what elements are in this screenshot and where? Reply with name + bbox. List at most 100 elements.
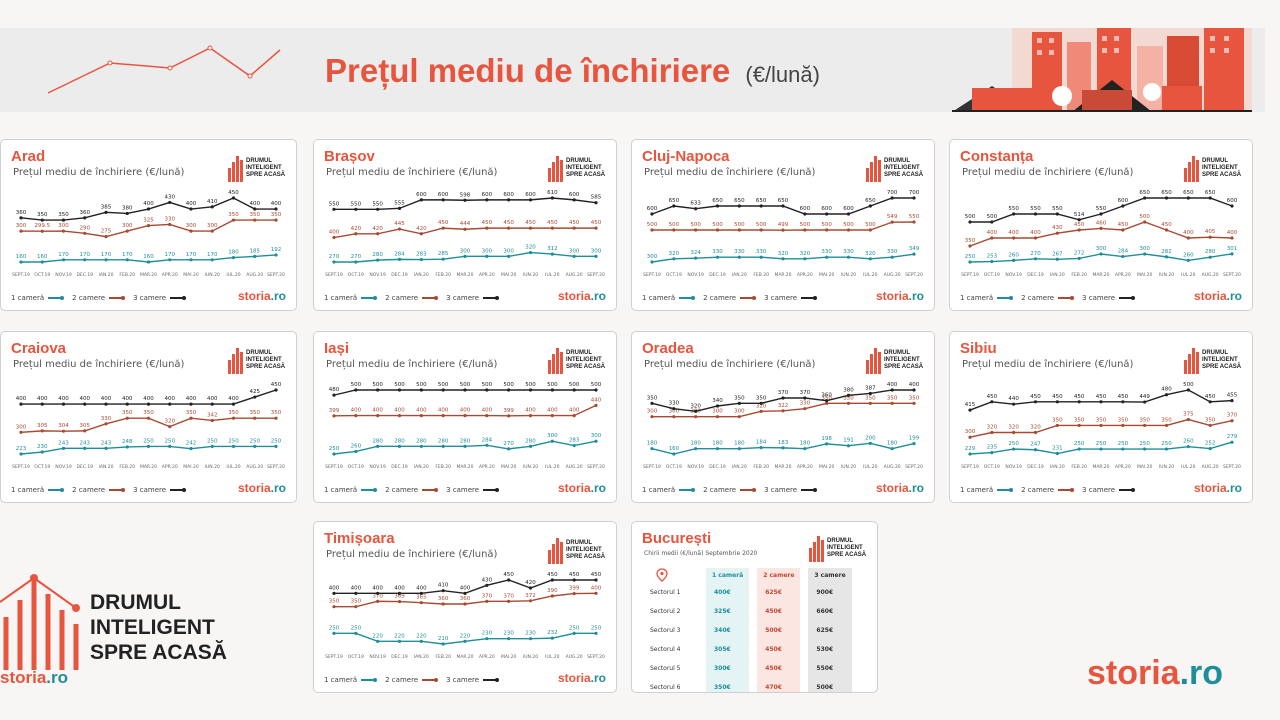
data-label: 500 [482,382,493,388]
data-point [332,260,336,264]
data-point [354,260,358,264]
city-card-oradea: Oradea Prețul mediu de închiriere (€/lună… [631,331,935,503]
data-label: 170 [207,252,218,258]
data-label: 420 [525,580,536,586]
table-cell: 530€ [808,640,852,659]
line-chart: 250 260 280 280 280 280 280 284 270 280 300 283 300 3… [325,382,605,470]
data-point [419,639,423,643]
legend-dot-1 [373,488,378,492]
data-point [715,415,720,419]
data-label: 250 [329,625,340,631]
data-label: 410 [438,583,449,589]
data-point [990,400,994,404]
data-point [19,452,23,456]
data-label: 500 [416,382,427,388]
data-point [672,407,676,411]
data-point [354,388,358,392]
data-label: 450 [1096,394,1107,400]
logo-line-1: DRUMUL [566,350,592,356]
data-label: 250 [1161,441,1172,447]
data-point [332,605,336,609]
data-label: 390 [547,588,558,594]
data-point [332,414,336,418]
storia-logo: storia.ro [237,481,286,495]
data-label: 350 [1052,417,1063,423]
data-point [210,205,214,209]
data-point [274,218,278,222]
data-label: 350 [734,395,745,401]
data-label: 350 [143,410,154,416]
x-tick-label: SEPT.20 [587,464,605,470]
legend-label-1: 1 cameră [960,294,994,302]
legend-label-1: 1 cameră [324,676,358,684]
data-point [1143,447,1147,451]
data-point [274,444,278,448]
data-point [83,446,87,450]
data-label: 399 [503,408,514,414]
data-point [868,228,872,232]
logo-line-1: DRUMUL [246,158,272,164]
data-label: 350 [1074,417,1085,423]
data-point [146,260,151,264]
data-label: 170 [122,252,133,258]
legend-dot-1 [691,488,696,492]
data-point [397,444,402,448]
data-point [397,639,402,643]
data-label: 450 [271,382,282,388]
data-label: 400 [416,585,427,591]
data-label: 180 [647,441,658,447]
data-point [968,435,972,439]
data-label: 400 [250,201,261,207]
x-tick-label: APR.20 [1115,464,1131,470]
data-point [737,204,741,208]
table-cell: 450€ [757,659,801,678]
legend-dot-3 [495,488,500,492]
data-point [1186,236,1190,240]
data-label: 170 [58,252,69,258]
data-label: 450 [1118,222,1129,228]
data-point [890,255,894,259]
data-point [419,601,423,605]
legend-swatch-2 [1058,297,1073,299]
data-point [463,388,467,392]
legend-dot-2 [752,296,757,300]
data-point [572,414,576,418]
data-point [1208,423,1212,428]
x-tick-label: MAR.20 [774,464,791,470]
x-tick-label: SEPT.19 [961,464,979,470]
row-label: Sectorul 6 [650,684,681,691]
data-label: 365 [416,595,427,601]
data-point [672,415,676,419]
logo-line-1: DRUMUL [566,540,592,546]
data-label: 450 [228,190,239,196]
data-label: 550 [1008,206,1019,212]
data-point [968,244,972,248]
data-label: 450 [1118,394,1129,400]
city-card-constanta: Constanța Prețul mediu de închiriere (€/l… [949,139,1253,311]
data-point [694,256,698,260]
card-city-name: Iași [324,340,350,357]
page-title: Prețul mediu de închiriere (€/lună) [325,52,820,90]
x-tick-label: IAN.20 [99,272,114,278]
data-label: 350 [228,410,239,416]
data-point [1143,423,1147,428]
legend-swatch-3 [801,489,816,491]
data-label: 500 [987,214,998,220]
x-tick-label: OCT.19 [34,272,50,278]
data-point [890,447,894,451]
data-point [825,228,829,232]
data-point [912,220,916,224]
data-label: 330 [101,416,112,422]
data-point [168,444,172,448]
data-point [274,388,278,392]
data-point [825,255,829,259]
data-point [737,415,741,419]
data-point [507,198,511,202]
data-point [441,414,445,418]
city-illustration [952,28,1252,112]
data-label: 180 [690,441,701,447]
data-point [332,207,336,211]
data-label: 550 [329,201,340,207]
data-label: 275 [101,229,112,235]
